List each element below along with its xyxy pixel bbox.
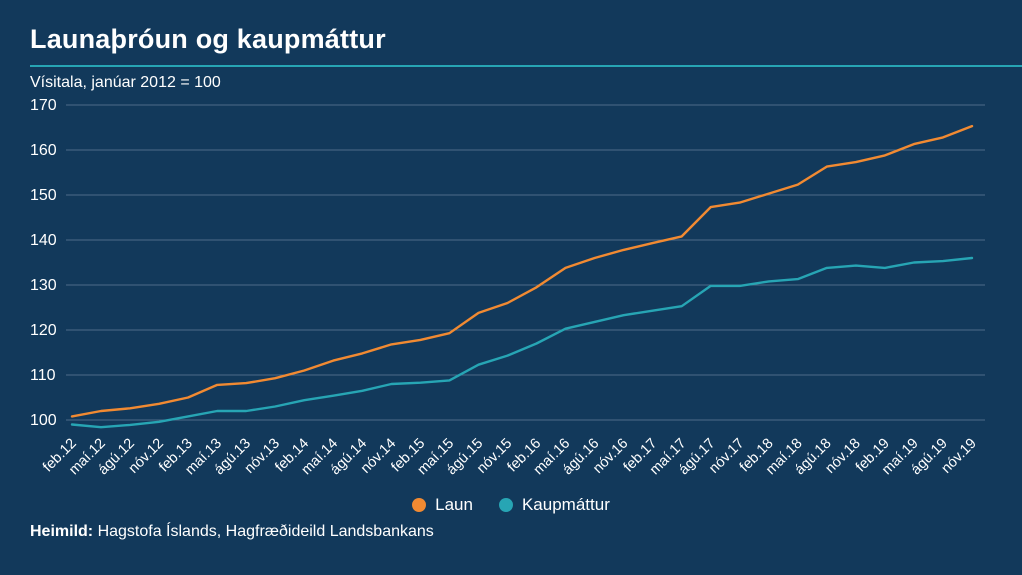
y-axis-label: 150 — [30, 187, 57, 204]
legend-item-laun: Laun — [412, 495, 473, 515]
chart-subtitle: Vísitala, janúar 2012 = 100 — [30, 74, 221, 91]
y-axis-label: 100 — [30, 412, 57, 429]
laun-legend-dot-icon — [412, 498, 427, 512]
kaupmttur-line — [70, 256, 974, 429]
laun-line — [70, 124, 974, 418]
source-note: Heimild: Hagstofa Íslands, Hagfræðideild… — [30, 523, 434, 541]
source-text: Hagstofa Íslands, Hagfræðideild Landsban… — [93, 523, 434, 540]
chart-svg: 100110120130140150160170feb.12maí.12ágú.… — [30, 97, 985, 478]
title-divider — [30, 65, 1022, 67]
kaupmattur-legend-dot-icon — [498, 498, 513, 512]
y-axis-label: 130 — [30, 277, 57, 294]
chart-area: 100 110 120 130 140 150 160 170 feb.12 maí.12 ágú.… — [0, 95, 1022, 495]
legend-label-kaupmattur: Kaupmáttur — [521, 495, 610, 514]
legend-label-laun: Laun — [435, 495, 473, 514]
source-label: Heimild: — [30, 523, 94, 540]
y-axis-label: 140 — [30, 232, 57, 249]
y-axis-label: 120 — [30, 322, 57, 339]
legend-item-kaupmattur: Kaupmáttur — [498, 495, 610, 515]
y-axis-label: 110 — [30, 367, 56, 384]
chart-legend: Laun Kaupmáttur — [0, 495, 1022, 515]
page-title: Launaþróun og kaupmáttur — [30, 24, 386, 54]
y-axis-label: 170 — [30, 97, 57, 114]
y-axis-label: 160 — [30, 142, 57, 159]
